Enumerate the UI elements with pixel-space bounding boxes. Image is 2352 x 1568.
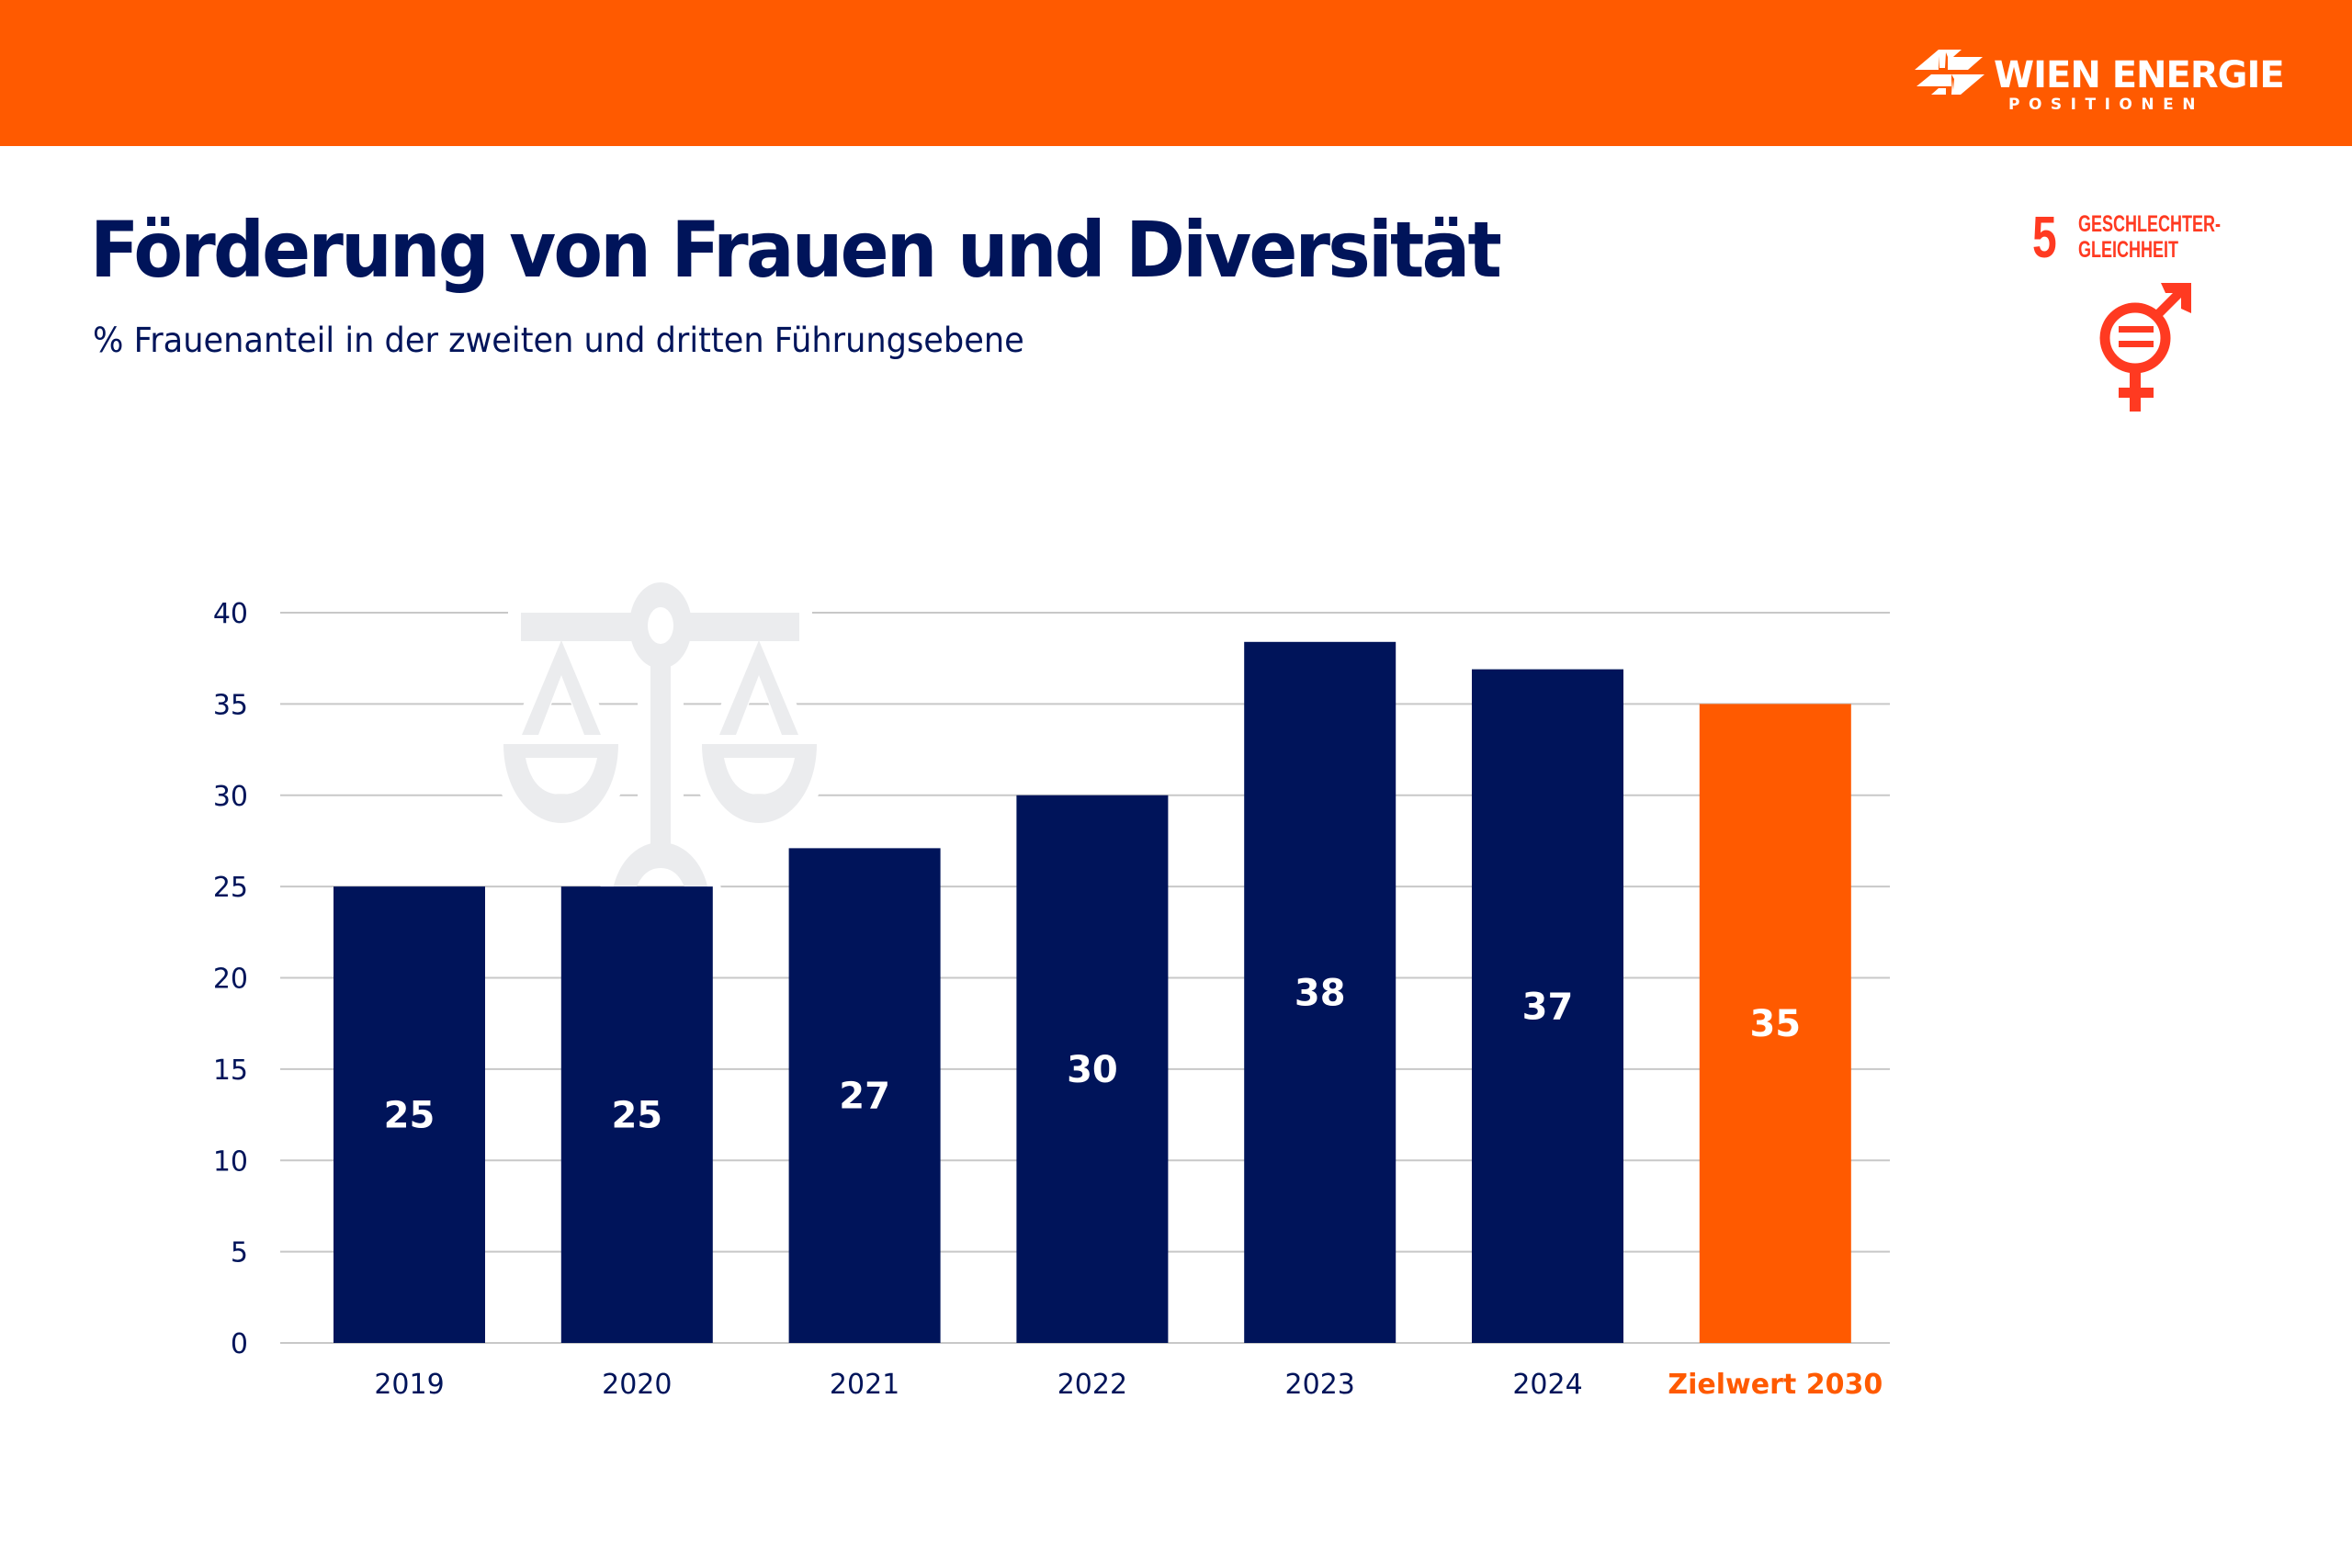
bar-value-label: 38 (1295, 972, 1346, 1014)
bar-target (1699, 704, 1851, 1343)
y-tick-label: 20 (213, 964, 248, 996)
x-category-label: Zielwert 2030 (1668, 1369, 1883, 1401)
x-category-label: 2023 (1285, 1369, 1355, 1401)
bar (1244, 641, 1396, 1343)
x-category-label: 2024 (1512, 1369, 1582, 1401)
sdg-label: GESCHLECHTER- GLEICHHEIT (2078, 211, 2221, 263)
wien-energie-logo-icon (1915, 50, 1984, 95)
bar-value-label: 25 (611, 1095, 662, 1137)
y-tick-label: 15 (213, 1055, 248, 1087)
sdg-number: 5 (2032, 204, 2057, 270)
y-tick-label: 30 (213, 781, 248, 813)
bar-value-label: 25 (384, 1095, 435, 1137)
bar-value-label: 30 (1067, 1049, 1118, 1091)
chart-labels: 0 5 10 15 20 25 30 35 40 25 2019 25 2020 27 2021 30 2022… (213, 598, 1883, 1401)
y-tick-label: 0 (231, 1328, 248, 1360)
y-tick-label: 10 (213, 1145, 248, 1178)
bar (560, 886, 713, 1343)
brand-subtitle: POSITIONEN (2008, 96, 2204, 114)
bar-value-label: 27 (839, 1076, 890, 1118)
bar (1472, 669, 1623, 1343)
bar (788, 848, 941, 1343)
bar-value-label: 37 (1522, 986, 1574, 1028)
x-category-label: 2021 (830, 1369, 899, 1401)
bar (1016, 795, 1169, 1343)
bar-value-label: 35 (1749, 1003, 1801, 1045)
page-title: Förderung von Frauen und Diversität (90, 205, 1502, 295)
y-tick-label: 40 (213, 598, 248, 630)
x-category-label: 2019 (374, 1369, 444, 1401)
header-bar: WIEN ENERGIE POSITIONEN (0, 0, 2352, 146)
x-category-label: 2020 (602, 1369, 672, 1401)
bars (334, 641, 1851, 1343)
brand-name: WIEN ENERGIE (1994, 54, 2285, 96)
gender-equality-icon (2099, 283, 2191, 412)
balance-scale-icon (491, 570, 830, 938)
x-category-label: 2022 (1057, 1369, 1127, 1401)
sdg-label-line1: GESCHLECHTER- (2078, 211, 2222, 237)
y-tick-label: 25 (213, 872, 248, 904)
bar (334, 886, 485, 1343)
y-tick-label: 5 (231, 1237, 248, 1269)
page-subtitle: % Frauenanteil in der zweiten und dritte… (93, 321, 1024, 360)
y-tick-label: 35 (213, 689, 248, 721)
sdg-label-line2: GLEICHHEIT (2078, 237, 2179, 263)
